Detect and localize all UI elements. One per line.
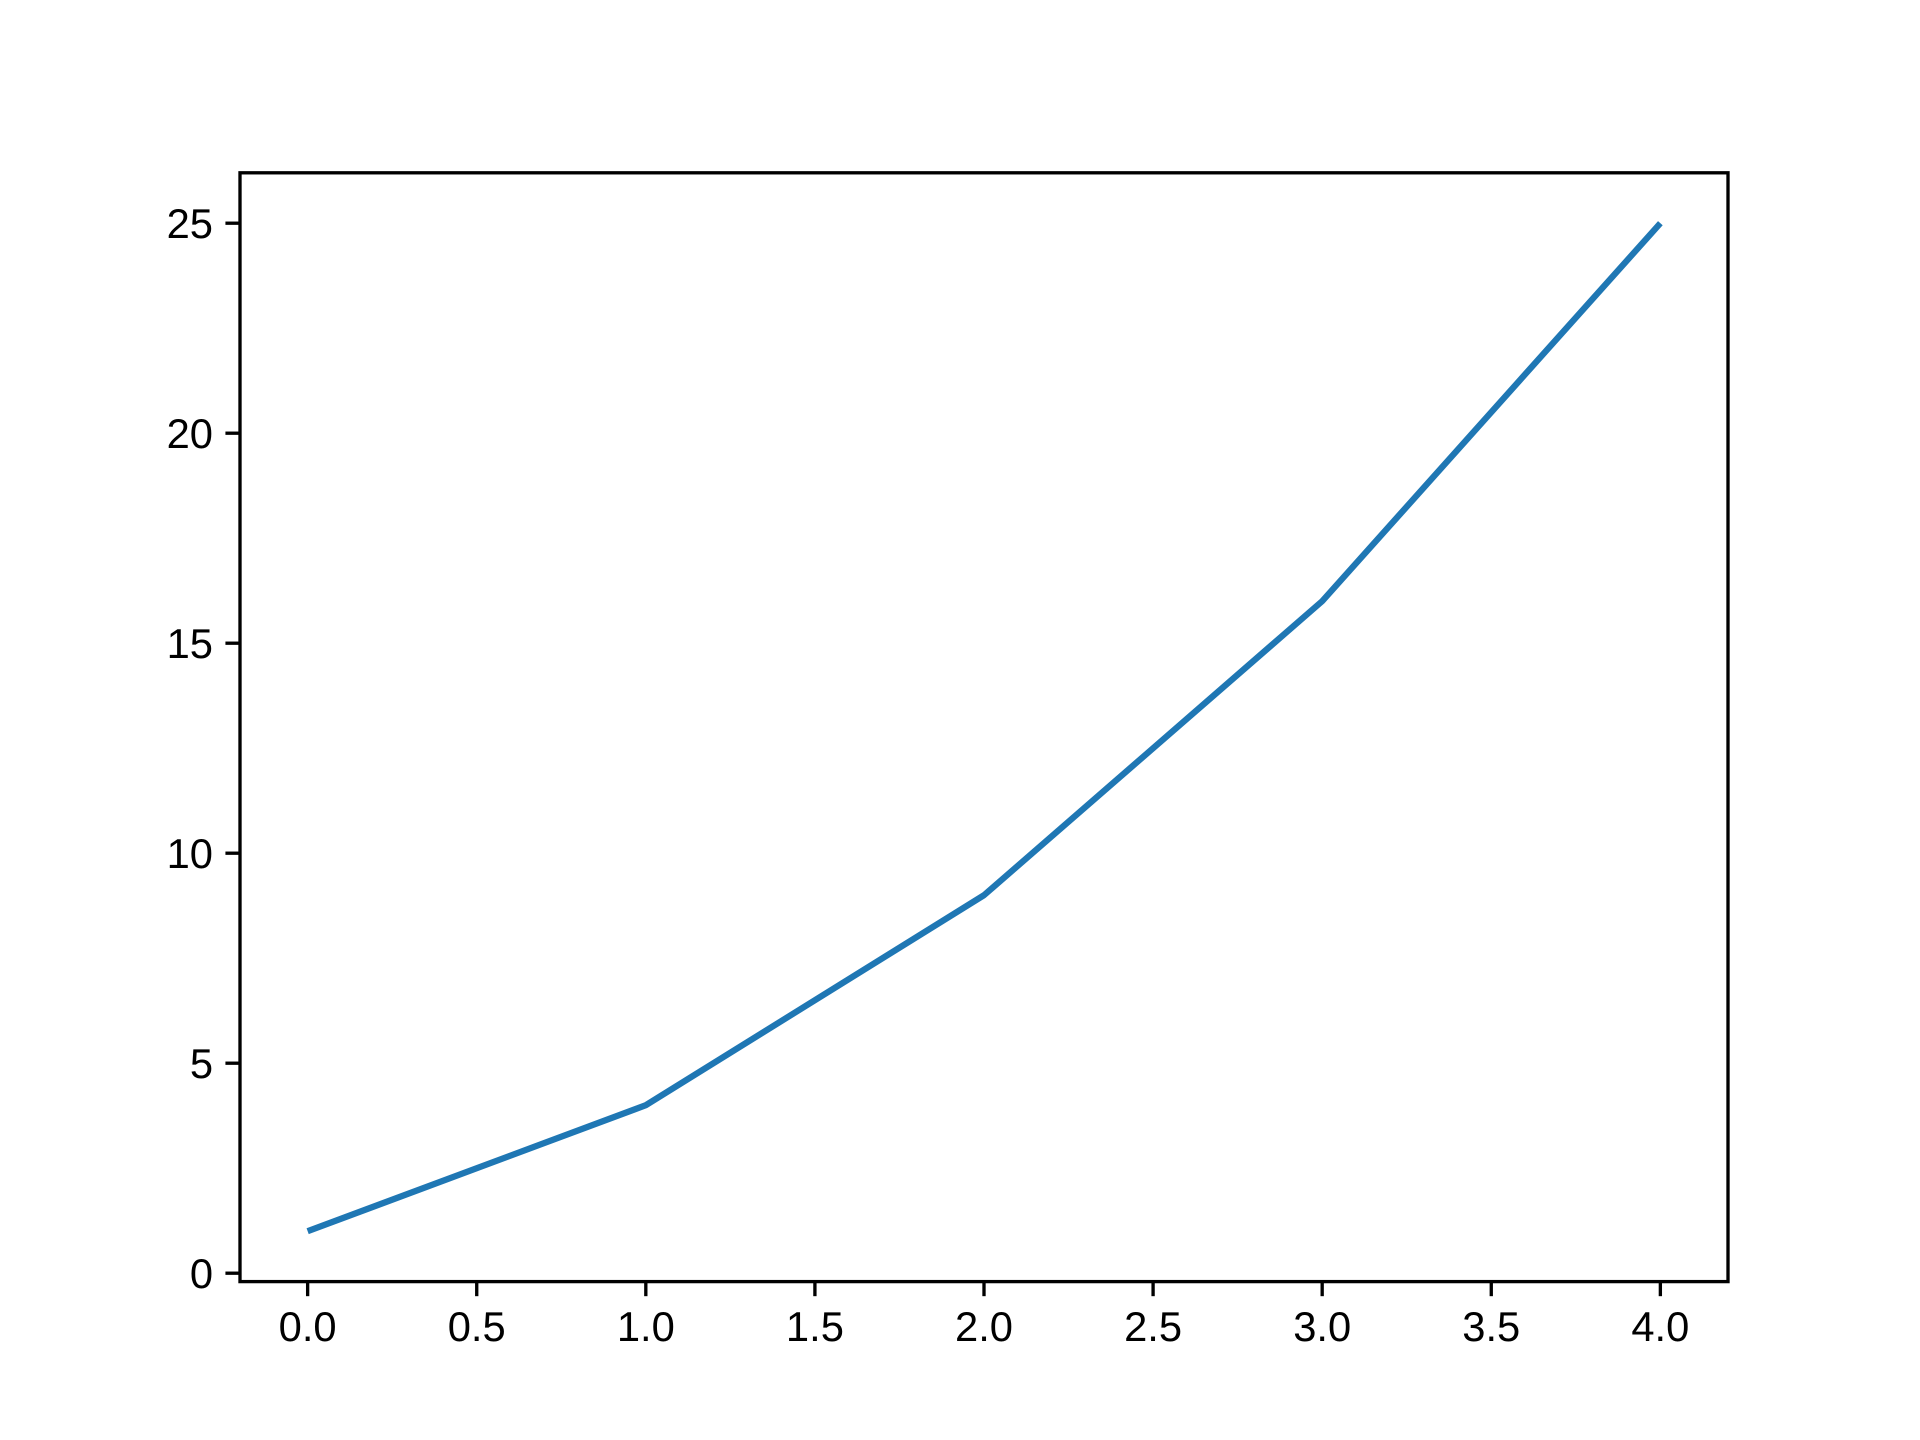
svg-text:0.5: 0.5 <box>448 1303 506 1350</box>
svg-text:10: 10 <box>167 830 213 877</box>
svg-text:0.0: 0.0 <box>279 1303 337 1350</box>
svg-text:25: 25 <box>167 200 213 247</box>
svg-text:4.0: 4.0 <box>1631 1303 1689 1350</box>
svg-text:5: 5 <box>190 1040 213 1087</box>
svg-text:1.5: 1.5 <box>786 1303 844 1350</box>
svg-text:1.0: 1.0 <box>617 1303 675 1350</box>
svg-text:0: 0 <box>190 1250 213 1297</box>
svg-text:2.0: 2.0 <box>955 1303 1013 1350</box>
svg-text:3.5: 3.5 <box>1462 1303 1520 1350</box>
svg-text:3.0: 3.0 <box>1293 1303 1351 1350</box>
svg-text:2.5: 2.5 <box>1124 1303 1182 1350</box>
svg-text:20: 20 <box>167 410 213 457</box>
svg-text:15: 15 <box>167 620 213 667</box>
